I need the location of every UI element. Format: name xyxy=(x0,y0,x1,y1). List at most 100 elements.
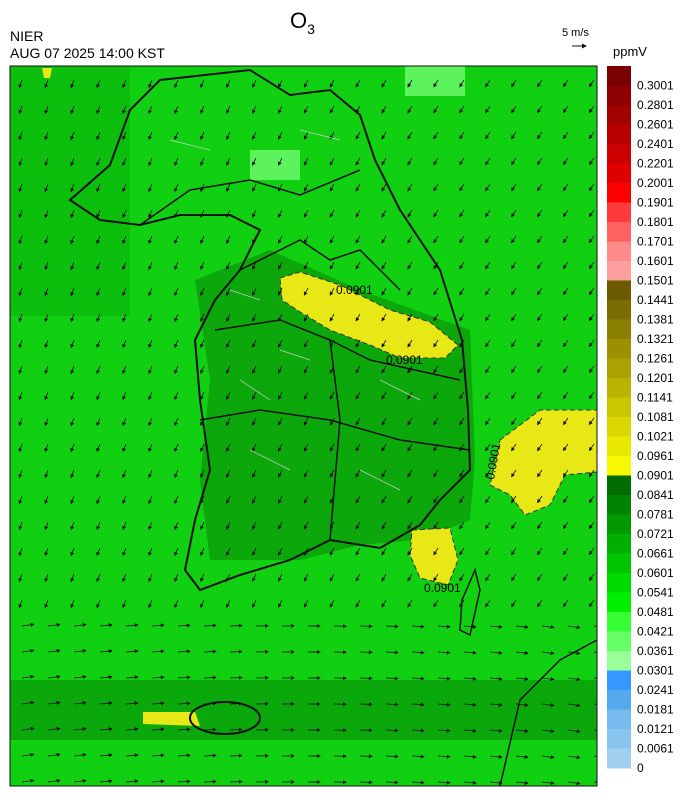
wind-arrow xyxy=(386,626,398,627)
color-box xyxy=(607,378,631,398)
color-box xyxy=(607,144,631,164)
unit: ppmV xyxy=(613,44,647,59)
color-label: 0.0721 xyxy=(637,527,674,541)
color-label: 0.2801 xyxy=(637,98,674,112)
color-box xyxy=(607,534,631,554)
color-label: 0.1381 xyxy=(637,313,674,327)
color-label: 0.2401 xyxy=(637,137,674,151)
color-box xyxy=(607,612,631,632)
color-label: 0.1261 xyxy=(637,352,674,366)
color-label: 0.0181 xyxy=(637,703,674,717)
color-box xyxy=(607,749,631,769)
colorbar: 0.3001 0.2801 0.2601 0.2401 0.2201 0.2001 0.19… xyxy=(607,66,674,775)
color-box xyxy=(607,261,631,281)
color-label: 0.0901 xyxy=(637,469,674,483)
color-label: 0.0481 xyxy=(637,605,674,619)
wind-arrow xyxy=(386,730,398,731)
color-label: 0.1321 xyxy=(637,332,674,346)
color-box xyxy=(607,456,631,476)
field-patch xyxy=(10,66,130,316)
color-box xyxy=(607,300,631,320)
color-label: 0.1901 xyxy=(637,196,674,210)
wind-arrow xyxy=(386,678,398,679)
datetime: AUG 07 2025 14:00 KST xyxy=(10,45,165,61)
color-box xyxy=(607,554,631,574)
wind-arrow xyxy=(386,782,398,783)
wind-arrow xyxy=(204,729,216,730)
color-label: 0.1801 xyxy=(637,215,674,229)
color-label: 0.0361 xyxy=(637,644,674,658)
field-patch xyxy=(405,66,465,96)
color-box xyxy=(607,86,631,106)
color-label: 0.1201 xyxy=(637,371,674,385)
wind-arrow xyxy=(204,677,216,678)
color-box xyxy=(607,671,631,691)
color-box xyxy=(607,729,631,749)
color-label: 0.0661 xyxy=(637,547,674,561)
color-box xyxy=(607,437,631,457)
color-box xyxy=(607,359,631,379)
color-label: 0.0841 xyxy=(637,488,674,502)
map: 0.0901 0.0901 0.0901 0.0901 xyxy=(10,66,606,786)
wind-arrow xyxy=(204,651,216,652)
color-label: 0.1081 xyxy=(637,410,674,424)
color-box xyxy=(607,632,631,652)
title-main: O xyxy=(290,8,307,33)
color-box xyxy=(607,398,631,418)
color-label: 0.1441 xyxy=(637,293,674,307)
color-box xyxy=(607,710,631,730)
color-label: 0.2201 xyxy=(637,157,674,171)
color-label: 0.0121 xyxy=(637,722,674,736)
wind-arrow xyxy=(204,781,216,782)
color-label: 0.0241 xyxy=(637,683,674,697)
color-box xyxy=(607,417,631,437)
color-label: 0.2001 xyxy=(637,176,674,190)
color-box xyxy=(607,495,631,515)
color-box xyxy=(607,515,631,535)
wind-scale: 5 m/s xyxy=(562,27,589,39)
color-box xyxy=(607,651,631,671)
color-box xyxy=(607,476,631,496)
contour-label: 0.0901 xyxy=(386,353,423,367)
field-patch xyxy=(250,150,300,180)
color-label: 0.1701 xyxy=(637,235,674,249)
color-box xyxy=(607,320,631,340)
color-label: 0.1601 xyxy=(637,254,674,268)
color-box xyxy=(607,222,631,242)
color-box xyxy=(607,690,631,710)
color-box xyxy=(607,203,631,223)
color-box xyxy=(607,339,631,359)
wind-arrow xyxy=(386,652,398,653)
color-label: 0 xyxy=(637,761,644,775)
color-label: 0.1141 xyxy=(637,391,673,405)
color-label: 0.0421 xyxy=(637,625,674,639)
color-box xyxy=(607,593,631,613)
color-label: 0.1501 xyxy=(637,274,674,288)
color-label: 0.0301 xyxy=(637,664,674,678)
color-box xyxy=(607,242,631,262)
title: O3 xyxy=(290,8,315,37)
agency: NIER xyxy=(10,28,43,44)
wind-arrow xyxy=(204,755,216,756)
color-box xyxy=(607,164,631,184)
field-patch xyxy=(10,680,597,740)
color-box xyxy=(607,183,631,203)
wind-arrow xyxy=(386,756,398,757)
color-label: 0.1021 xyxy=(637,430,674,444)
color-label: 0.2601 xyxy=(637,118,674,132)
contour-label: 0.0901 xyxy=(424,581,461,595)
color-box xyxy=(607,573,631,593)
color-box xyxy=(607,125,631,145)
wind-arrow xyxy=(204,625,216,626)
color-label: 0.0781 xyxy=(637,508,674,522)
title-sub: 3 xyxy=(307,21,315,37)
color-label: 0.0061 xyxy=(637,742,674,756)
color-box xyxy=(607,66,631,86)
color-label: 0.3001 xyxy=(637,79,674,93)
color-label: 0.0961 xyxy=(637,449,674,463)
contour-label: 0.0901 xyxy=(336,283,373,297)
color-label: 0.0541 xyxy=(637,586,674,600)
color-box xyxy=(607,281,631,301)
color-box xyxy=(607,105,631,125)
